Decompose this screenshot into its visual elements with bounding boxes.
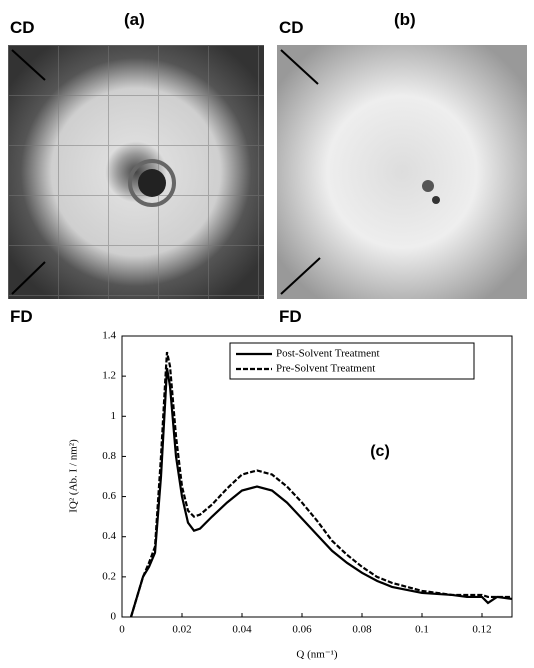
series-line (129, 367, 513, 618)
fd-label: FD (10, 307, 33, 326)
x-tick-label: 0 (119, 624, 125, 636)
y-tick-label: 0 (111, 611, 117, 623)
x-axis-label: Q (nm⁻¹) (296, 649, 338, 661)
x-tick-label: 0.12 (472, 624, 491, 636)
y-axis-label: IQ² (Ab. I / nm²) (68, 439, 80, 513)
y-tick-label: 0.2 (102, 570, 116, 582)
x-tick-label: 0.04 (232, 624, 252, 636)
x-tick-label: 0.06 (292, 624, 312, 636)
legend-label: Post-Solvent Treatment (276, 348, 380, 360)
plot-frame (121, 335, 513, 618)
series-line (129, 351, 512, 618)
chart: IQ² (Ab. I / nm²) Q (nm⁻¹) (c) 0 0.2 0.4 0.… (68, 330, 513, 661)
x-tick-label: 0.1 (415, 624, 429, 636)
y-tick-label: 1.4 (102, 330, 116, 342)
cd-label: CD (10, 18, 35, 37)
panel-b (277, 45, 527, 299)
legend (229, 342, 475, 380)
panel-a (8, 45, 264, 299)
cd-label: CD (279, 18, 304, 37)
annotation: (c) (370, 443, 390, 460)
x-tick-label: 0.08 (352, 624, 372, 636)
y-tick-label: 1 (111, 410, 117, 422)
panel-label: (b) (394, 10, 416, 29)
legend-label: Pre-Solvent Treatment (276, 363, 375, 375)
y-tick-label: 0.8 (102, 450, 116, 462)
y-tick-label: 0.4 (102, 530, 116, 542)
fd-label: FD (279, 307, 302, 326)
y-tick-label: 1.2 (102, 370, 116, 382)
x-tick-label: 0.02 (172, 624, 191, 636)
panel-label: (a) (124, 10, 145, 29)
y-tick-label: 0.6 (102, 490, 116, 502)
